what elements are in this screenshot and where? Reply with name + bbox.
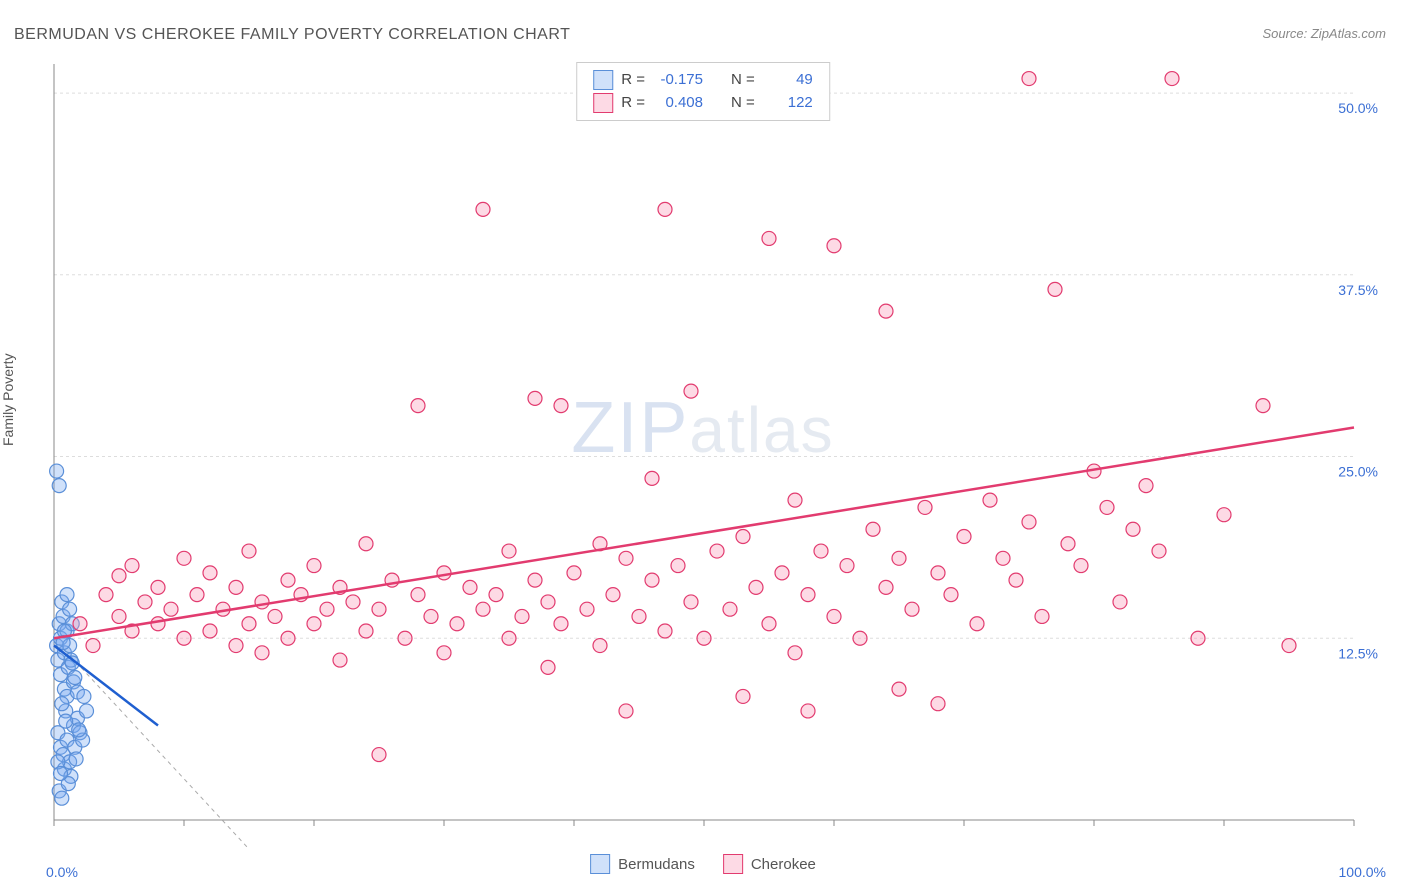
r-label: R = [621, 69, 645, 92]
legend-row-cherokee: R = 0.408 N = 122 [593, 92, 813, 115]
n-value-cherokee: 122 [763, 92, 813, 115]
legend-swatch-cherokee [723, 854, 743, 874]
svg-text:50.0%: 50.0% [1338, 100, 1378, 116]
r-label: R = [621, 92, 645, 115]
source-value: ZipAtlas.com [1311, 26, 1386, 41]
svg-text:25.0%: 25.0% [1338, 464, 1378, 480]
chart-source: Source: ZipAtlas.com [1262, 26, 1386, 41]
legend-row-bermudans: R = -0.175 N = 49 [593, 69, 813, 92]
y-axis-label: Family Poverty [0, 353, 16, 446]
legend-swatch-bermudans [590, 854, 610, 874]
source-label: Source: [1262, 26, 1310, 41]
n-label: N = [731, 69, 755, 92]
legend-item-bermudans: Bermudans [590, 854, 695, 874]
n-value-bermudans: 49 [763, 69, 813, 92]
x-axis-min-label: 0.0% [46, 864, 78, 880]
legend-label-cherokee: Cherokee [751, 856, 816, 873]
svg-text:37.5%: 37.5% [1338, 282, 1378, 298]
chart-container: BERMUDAN VS CHEROKEE FAMILY POVERTY CORR… [0, 0, 1406, 892]
r-value-cherokee: 0.408 [653, 92, 703, 115]
series-legend: Bermudans Cherokee [590, 854, 816, 874]
legend-swatch-cherokee [593, 93, 613, 113]
chart-title: BERMUDAN VS CHEROKEE FAMILY POVERTY CORR… [14, 26, 570, 44]
correlation-legend: R = -0.175 N = 49 R = 0.408 N = 122 [576, 62, 830, 121]
r-value-bermudans: -0.175 [653, 69, 703, 92]
plot-area: 12.5% 25.0% 37.5% 50.0% [50, 60, 1380, 840]
x-axis-max-label: 100.0% [1339, 864, 1386, 880]
legend-swatch-bermudans [593, 70, 613, 90]
legend-item-cherokee: Cherokee [723, 854, 816, 874]
svg-text:12.5%: 12.5% [1338, 645, 1378, 661]
legend-label-bermudans: Bermudans [618, 856, 695, 873]
chart-svg: 12.5% 25.0% 37.5% 50.0% [50, 60, 1380, 840]
n-label: N = [731, 92, 755, 115]
